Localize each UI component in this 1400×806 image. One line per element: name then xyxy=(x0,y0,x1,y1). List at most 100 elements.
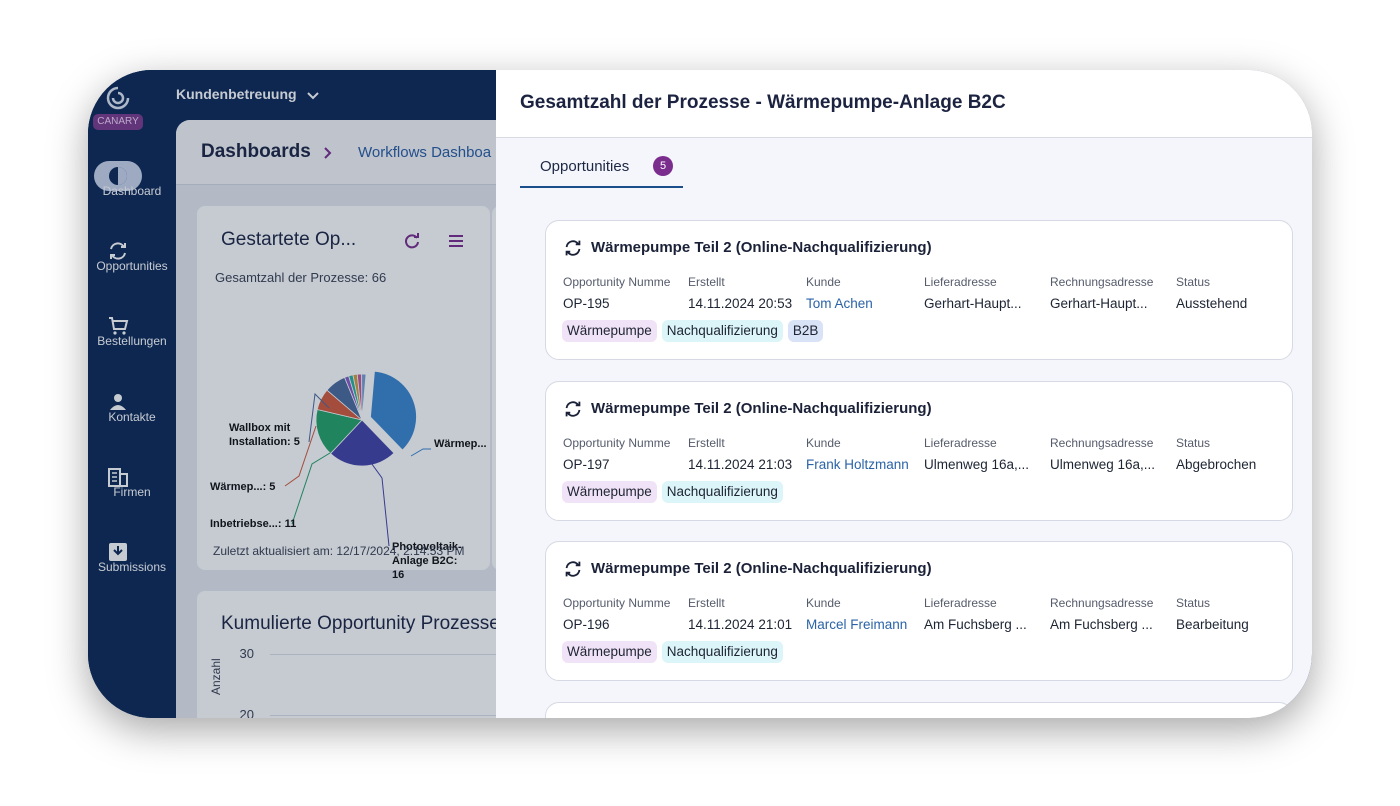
field-value[interactable]: Marcel Freimann xyxy=(806,617,908,632)
pie-slice[interactable] xyxy=(329,419,395,467)
y-tick-label: 20 xyxy=(239,707,254,718)
leader-line xyxy=(308,392,330,443)
menu-icon[interactable] xyxy=(447,233,465,249)
pie-label: Photovoltaik-Anlage B2C: 16 xyxy=(392,540,472,582)
field-label: Status xyxy=(1176,435,1211,450)
field-label: Kunde xyxy=(806,275,841,289)
tag: Nachqualifizierung xyxy=(661,320,783,342)
field-label: Erstellt xyxy=(688,596,725,610)
opportunity-card[interactable]: Wärmepumpe Teil 2 (Online-Nachqualifizie… xyxy=(545,220,1293,360)
field-value: 14.11.2024 20:53 xyxy=(688,296,793,311)
pie-label: Inbetriebse...: 11 xyxy=(210,517,320,531)
slice-label: Wärmep... xyxy=(434,438,487,450)
field-value: Ausstehend xyxy=(1176,296,1248,311)
card-title: Wärmepumpe Teil 2 (Online-Nachqualifizie… xyxy=(591,399,932,417)
nav-icon[interactable] xyxy=(106,239,130,263)
overlay[interactable] xyxy=(88,70,496,718)
field-value: Am Fuchsberg ... xyxy=(1050,617,1153,632)
field-value[interactable]: Tom Achen xyxy=(806,296,873,311)
grid-line xyxy=(270,654,530,655)
sync-icon xyxy=(565,400,581,417)
card-title: Wärmepumpe Teil 2 (Online-Nachqualifizie… xyxy=(591,560,932,577)
field-value: Bearbeitung xyxy=(1176,617,1249,632)
slice-label: Wärmep...: xyxy=(210,481,267,493)
field-label: Opportunity Numme xyxy=(563,596,671,610)
nav-label[interactable]: Dashboard xyxy=(102,184,162,198)
grid-line xyxy=(270,715,530,716)
field-label: Lieferadresse xyxy=(924,275,997,289)
field-label: Lieferadresse xyxy=(924,435,997,450)
slice-value: 16 xyxy=(392,569,405,581)
pie-label: Wärmep... xyxy=(434,437,494,451)
field-value: Gerhart-Haupt... xyxy=(1050,296,1148,311)
slice-value: 11 xyxy=(284,518,297,530)
slice-label: Inbetriebse...: xyxy=(210,518,282,530)
field-label: Rechnungsadresse xyxy=(1050,435,1154,450)
tab[interactable]: Opportunities 5 xyxy=(520,154,683,188)
nav-icon[interactable] xyxy=(106,164,130,188)
field-label: Rechnungsadresse xyxy=(1050,275,1154,289)
panel-title: Gesamtzahl der Prozesse - Wärmepumpe-Anl… xyxy=(520,92,1006,113)
tag: Wärmepumpe xyxy=(562,320,657,342)
field-value: Am Fuchsberg ... xyxy=(924,617,1027,632)
pie-label: Wärmep...: 5 xyxy=(210,480,310,494)
field-value[interactable]: Frank Holtzmann xyxy=(806,456,909,472)
refresh-icon[interactable] xyxy=(403,232,421,250)
nav-icon[interactable] xyxy=(106,390,130,414)
workspace-select[interactable]: Kundenbetreuung xyxy=(176,86,297,102)
slice-label: Photovoltaik-Anlage B2C: xyxy=(392,541,462,567)
pie-label: Wallbox mit Installation: 5 xyxy=(229,421,309,449)
app-frame: CANARY Dashboard Opportunities Bestellunge… xyxy=(88,70,1312,718)
field-label: Opportunity Numme xyxy=(563,435,671,450)
opportunity-card[interactable]: Wärmepumpe Teil 2 (Online-Nachqualifizie… xyxy=(545,380,1293,521)
slice-label: Wallbox mit Installation: xyxy=(229,422,291,448)
nav-label[interactable]: Firmen xyxy=(113,484,151,499)
nav-label[interactable]: Kontakte xyxy=(108,409,156,424)
breadcrumb-current[interactable]: Workflows Dashboa xyxy=(358,144,492,161)
slice-value: 5 xyxy=(269,481,276,493)
tag: B2B xyxy=(787,320,824,342)
field-value: OP-197 xyxy=(563,456,610,472)
field-label: Kunde xyxy=(806,435,841,450)
nav-icon[interactable] xyxy=(106,465,130,489)
sync-icon xyxy=(565,561,581,577)
breadcrumb-sep xyxy=(324,147,332,159)
field-value: Gerhart-Haupt... xyxy=(924,296,1022,311)
nav-icon[interactable] xyxy=(106,540,130,564)
nav-icon[interactable] xyxy=(106,314,130,338)
tag-list: Wärmepumpe Nachqualifizierung xyxy=(562,641,788,663)
tag: Wärmepumpe xyxy=(562,480,657,503)
leader-line xyxy=(410,448,431,457)
field-label: Status xyxy=(1176,596,1211,610)
pie-slice[interactable] xyxy=(370,370,417,451)
nav-label[interactable]: Opportunities xyxy=(96,259,168,274)
tab-label: Opportunities xyxy=(540,158,630,175)
tag-list: Wärmepumpe Nachqualifizierung B2B xyxy=(562,320,828,342)
pie-slice[interactable] xyxy=(361,373,367,421)
leader-line xyxy=(291,452,331,525)
widget-footer: Zuletzt aktualisiert am: 12/17/2024, 2:1… xyxy=(213,544,465,558)
card-title: Wärmepumpe Teil 2 (Online-Nachqualifizie… xyxy=(591,239,932,256)
pie-chart xyxy=(284,370,431,547)
field-label: Kunde xyxy=(806,596,841,610)
panel-header: Gesamtzahl der Prozesse - Wärmepumpe-Anl… xyxy=(496,70,1312,138)
field-label: Rechnungsadresse xyxy=(1050,596,1154,610)
field-label: Lieferadresse xyxy=(924,596,997,610)
tag: Wärmepumpe xyxy=(562,641,657,663)
slice-value: 5 xyxy=(293,436,300,448)
field-label: Status xyxy=(1176,275,1211,289)
nav-label[interactable]: Bestellungen xyxy=(97,334,167,349)
tag-list: Wärmepumpe Nachqualifizierung xyxy=(562,480,788,503)
field-value: Ulmenweg 16a,... xyxy=(924,456,1030,472)
nav-label[interactable]: Submissions xyxy=(97,560,167,574)
line-widget: Kumulierte Opportunity Prozesse 30 20 Anz… xyxy=(197,591,530,718)
field-label: Erstellt xyxy=(688,275,725,289)
y-tick-label: 30 xyxy=(239,646,254,661)
field-value: OP-195 xyxy=(563,296,610,311)
opportunity-card[interactable]: Wärmepumpe Teil 2 (Online-Nachqualifizie… xyxy=(545,541,1293,681)
logo xyxy=(106,86,130,110)
breadcrumb-root[interactable]: Dashboards xyxy=(201,141,311,162)
field-value: OP-196 xyxy=(563,617,610,632)
card-partial[interactable] xyxy=(545,702,1293,718)
